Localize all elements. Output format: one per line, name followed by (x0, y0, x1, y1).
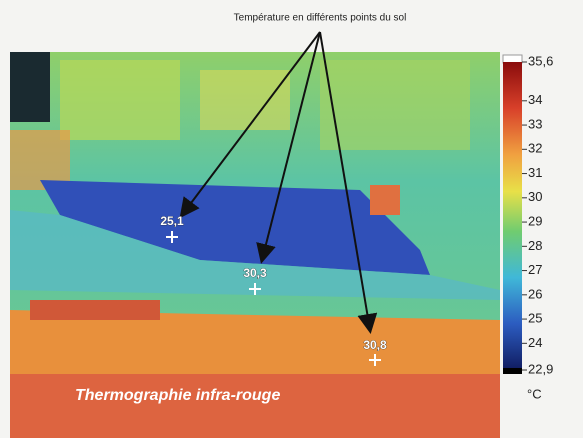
colorbar-ticks: 35,6 34 33 32 31 30 29 28 27 26 25 24 22,9 (522, 53, 553, 376)
caption: Thermographie infra-rouge (75, 387, 280, 404)
unit: °C (527, 386, 542, 401)
tick-label: 30 (528, 189, 542, 204)
point-label: 25,1 (160, 214, 184, 228)
tick-label: 29 (528, 214, 542, 229)
tick-label: 31 (528, 165, 542, 180)
tick-label: 32 (528, 141, 542, 156)
thermal-image (10, 52, 500, 374)
tick-label: 26 (528, 286, 542, 301)
tick-label: 35,6 (528, 53, 553, 68)
tick-label: 24 (528, 335, 542, 350)
tick-label: 22,9 (528, 361, 553, 376)
colorbar-bottom (503, 368, 522, 374)
point-label: 30,8 (363, 338, 387, 352)
annotation: Température en différents points du sol (234, 13, 407, 24)
markers (166, 231, 381, 366)
colorbar (503, 62, 522, 370)
tick-label: 25 (528, 311, 542, 326)
tick-label: 27 (528, 262, 542, 277)
tick-label: 34 (528, 92, 542, 107)
colorbar-top (502, 54, 523, 64)
tick-label: 28 (528, 238, 542, 253)
tick-label: 33 (528, 116, 542, 131)
caption-box (10, 374, 500, 438)
point-label: 30,3 (243, 266, 267, 280)
arrows (179, 31, 378, 334)
